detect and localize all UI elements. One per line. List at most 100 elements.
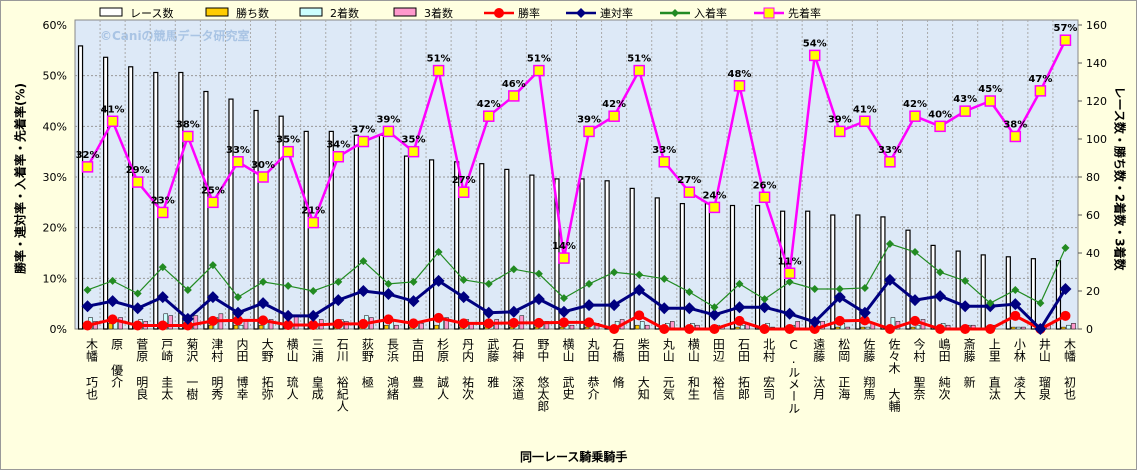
point-先着率-22 (633, 64, 645, 77)
x-tick-label: 石田 拓郎 (736, 338, 751, 400)
point-先着率-16 (482, 110, 495, 122)
data-label-30: 39% (828, 114, 852, 125)
bar-レース数-0 (77, 45, 84, 330)
point-勝率-9 (308, 319, 319, 330)
x-tick-label: 原 優介 (109, 338, 124, 388)
x-tick-label: 菊沢 一樹 (184, 338, 199, 400)
data-label-36: 45% (978, 84, 1002, 95)
bar-レース数-31 (855, 214, 861, 330)
point-入着率-13 (409, 277, 418, 286)
point-先着率-25 (708, 201, 721, 214)
point-勝率-32 (884, 324, 895, 334)
data-label-10: 34% (326, 140, 350, 151)
point-連対率-12 (382, 288, 395, 301)
x-tick-label: 杉原 誠人 (435, 338, 450, 400)
bar-レース数-1 (103, 56, 109, 330)
bar-3着数-14 (444, 317, 449, 330)
point-入着率-34 (936, 268, 945, 277)
bar-レース数-14 (428, 159, 435, 330)
point-勝率-22 (634, 310, 645, 321)
x-tick-label: 柴田 大知 (636, 338, 651, 400)
point-先着率-13 (407, 145, 420, 158)
x-tick-label: 今村 聖奈 (912, 338, 926, 400)
point-勝率-37 (1010, 310, 1021, 321)
point-勝率-26 (734, 315, 745, 326)
point-入着率-31 (860, 283, 869, 292)
point-勝率-20 (584, 317, 595, 328)
bar-レース数-10 (328, 130, 334, 330)
point-入着率-7 (259, 277, 268, 286)
point-先着率-37 (1009, 130, 1022, 143)
bar-レース数-33 (905, 229, 911, 330)
legend-marker-勝率 (494, 8, 504, 18)
point-勝率-4 (182, 320, 193, 331)
point-先着率-6 (232, 156, 244, 168)
point-勝率-21 (609, 324, 620, 334)
point-勝率-18 (533, 317, 544, 328)
point-先着率-29 (808, 49, 821, 62)
bar-勝ち数-20 (584, 326, 590, 330)
point-先着率-23 (658, 156, 671, 168)
data-label-33: 42% (903, 99, 927, 110)
bar-レース数-26 (729, 204, 736, 330)
point-入着率-39 (1061, 243, 1070, 252)
x-tick-label: 横山 和生 (686, 338, 701, 400)
legend-swatch-レース数 (99, 7, 123, 17)
bar-3着数-1 (118, 317, 123, 330)
y2-tick-label: 140 (1086, 57, 1107, 70)
data-label-29: 54% (803, 38, 827, 49)
bar-レース数-7 (253, 109, 259, 330)
legend-swatch-2着数 (299, 7, 323, 17)
bar-勝ち数-12 (384, 324, 389, 330)
point-先着率-39 (1059, 34, 1072, 46)
bar-勝ち数-14 (434, 324, 439, 330)
bar-勝ち数-31 (860, 326, 866, 330)
point-先着率-28 (783, 267, 796, 280)
data-label-13: 35% (402, 135, 426, 146)
point-勝率-5 (207, 315, 218, 326)
point-勝率-23 (659, 324, 670, 334)
x-tick-label: 丸山 元気 (661, 338, 676, 400)
data-label-24: 27% (677, 175, 701, 186)
point-入着率-9 (309, 287, 318, 295)
point-勝率-16 (483, 318, 494, 329)
point-先着率-4 (182, 130, 194, 143)
bar-レース数-18 (529, 174, 535, 330)
y-tick-label: 50% (43, 70, 67, 83)
bar-2着数-33 (915, 324, 921, 330)
bar-勝ち数-7 (258, 324, 264, 330)
point-入着率-29 (810, 284, 819, 293)
data-label-3: 23% (151, 195, 175, 206)
data-label-12: 39% (376, 114, 400, 125)
bar-レース数-16 (479, 163, 485, 330)
y-tick-label: 0% (50, 323, 67, 336)
data-label-21: 42% (602, 99, 626, 110)
point-入着率-24 (685, 288, 694, 297)
data-label-9: 21% (301, 206, 325, 217)
point-先着率-12 (382, 125, 395, 138)
bar-レース数-8 (278, 115, 284, 330)
point-先着率-5 (207, 196, 219, 209)
data-label-38: 47% (1028, 74, 1052, 85)
bar-2着数-37 (1016, 326, 1021, 330)
point-連対率-10 (332, 294, 345, 307)
data-label-11: 37% (351, 125, 375, 136)
bar-レース数-11 (353, 134, 359, 330)
bar-勝ち数-30 (835, 326, 841, 330)
data-label-0: 32% (76, 150, 100, 161)
point-連対率-27 (758, 301, 771, 314)
legend-label-入着率: 入着率 (694, 6, 727, 20)
point-連対率-37 (1009, 298, 1022, 311)
bar-勝ち数-33 (910, 326, 916, 330)
point-先着率-26 (733, 80, 746, 92)
point-先着率-35 (959, 105, 971, 117)
data-label-20: 39% (577, 114, 601, 125)
point-勝率-29 (809, 324, 820, 334)
bar-3着数-13 (419, 323, 424, 330)
point-先着率-2 (131, 176, 144, 188)
data-label-2: 29% (126, 165, 150, 176)
point-連対率-32 (883, 273, 896, 286)
point-勝率-30 (834, 315, 845, 326)
point-入着率-37 (1011, 285, 1020, 294)
x-tick-label: 横山 琉人 (285, 338, 300, 400)
